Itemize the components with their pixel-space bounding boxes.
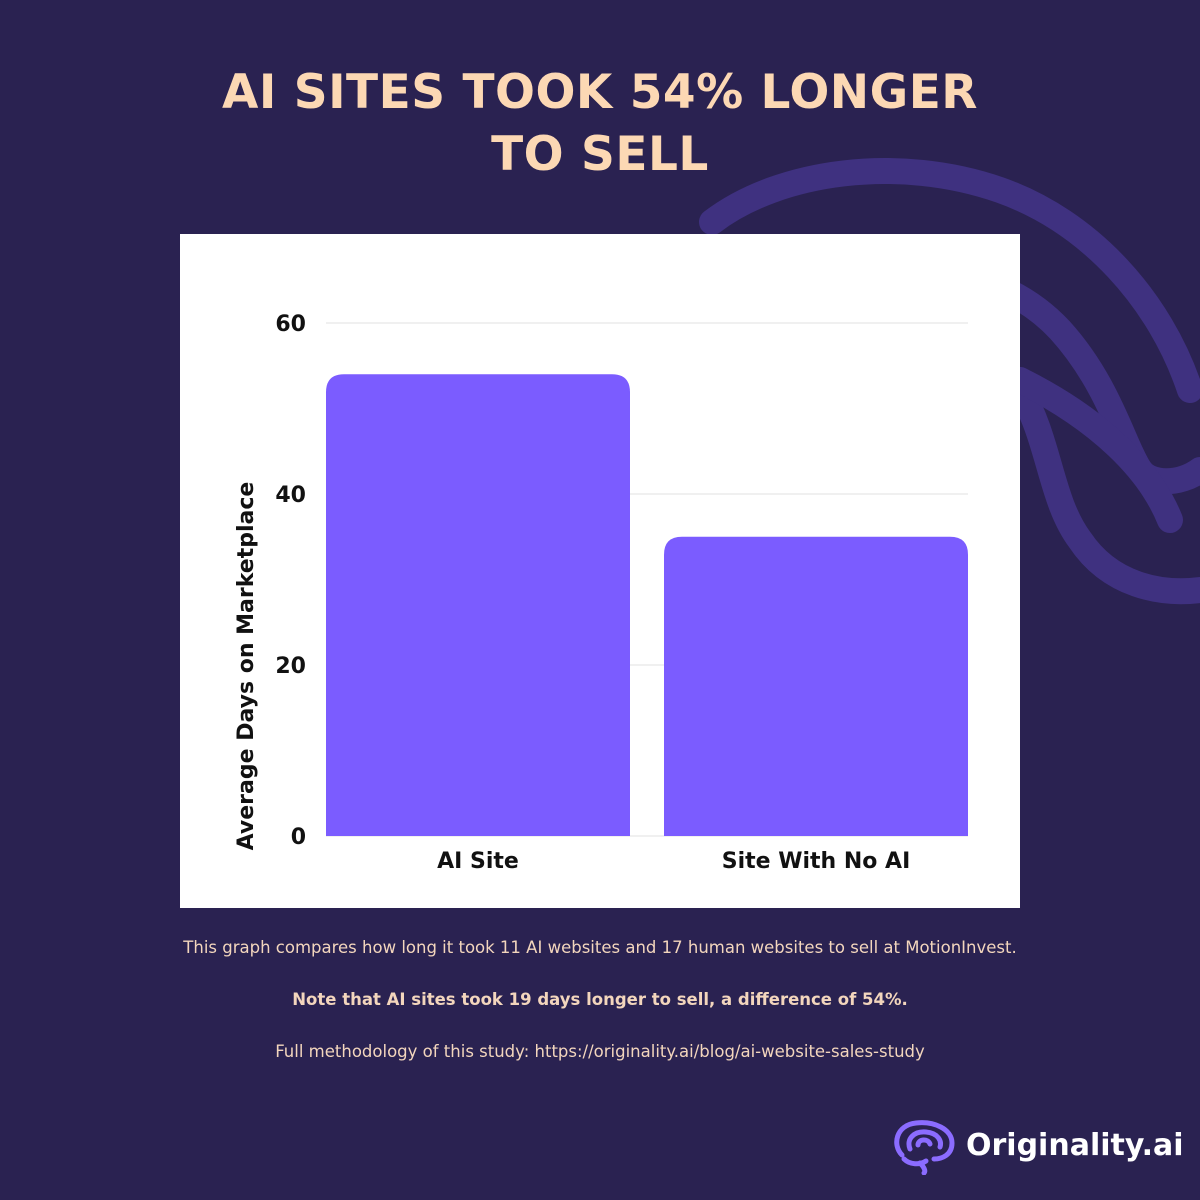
y-axis-label: Average Days on Marketplace bbox=[234, 482, 259, 851]
bar-ai-site bbox=[326, 374, 630, 836]
brand-logo-block: Originality.ai bbox=[890, 1115, 1184, 1175]
headline-line-1: AI SITES TOOK 54% LONGER bbox=[222, 65, 978, 120]
caption-description: This graph compares how long it took 11 … bbox=[183, 938, 1017, 957]
x-tick-label: Site With No AI bbox=[722, 849, 911, 874]
headline-line-2: TO SELL bbox=[491, 127, 709, 182]
bar-chart: 0 20 40 60 AI Site Site With No AI Average Da… bbox=[234, 312, 968, 874]
y-tick-label: 0 bbox=[291, 825, 306, 850]
caption-note: Note that AI sites took 19 days longer t… bbox=[292, 990, 908, 1009]
brain-icon bbox=[894, 1120, 955, 1175]
caption-methodology: Full methodology of this study: https://… bbox=[275, 1042, 925, 1061]
y-tick-label: 60 bbox=[275, 312, 306, 337]
bar-site-with-no-ai bbox=[664, 536, 968, 836]
y-tick-label: 40 bbox=[275, 483, 306, 508]
x-tick-label: AI Site bbox=[437, 849, 519, 874]
y-tick-label: 20 bbox=[275, 654, 306, 679]
page-headline: AI SITES TOOK 54% LONGER TO SELL bbox=[100, 62, 1100, 186]
chart-panel: 0 20 40 60 AI Site Site With No AI Average Da… bbox=[180, 234, 1020, 908]
brand-name: Originality.ai bbox=[966, 1127, 1184, 1163]
